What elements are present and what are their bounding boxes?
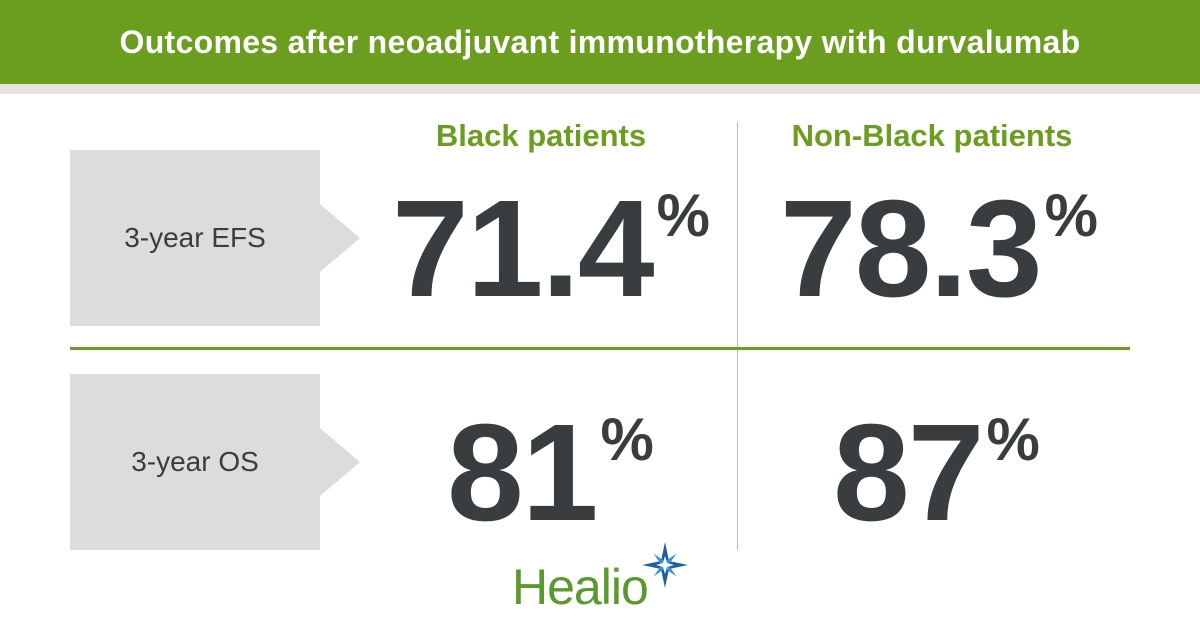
column-heading-black: Black patients xyxy=(435,118,647,153)
efs-black-number: 71.4 xyxy=(392,172,655,326)
os-black-number: 81 xyxy=(447,396,598,550)
row-label-os-text: 3-year OS xyxy=(131,446,259,477)
star-burst-icon xyxy=(641,542,688,588)
os-non-black-number: 87 xyxy=(833,396,984,550)
os-non-black-value: 87% xyxy=(833,404,1040,542)
header-divider xyxy=(0,84,1200,94)
os-black-value: 81% xyxy=(447,404,654,542)
logo-text: Healio xyxy=(512,559,649,615)
row-divider xyxy=(70,347,1130,350)
percent-sign: % xyxy=(656,182,710,249)
row-label-os: 3-year OS xyxy=(70,374,360,550)
efs-non-black-number: 78.3 xyxy=(780,172,1043,326)
column-divider xyxy=(737,122,738,550)
row-label-efs-text: 3-year EFS xyxy=(124,222,266,253)
percent-sign: % xyxy=(1044,182,1098,249)
page-title: Outcomes after neoadjuvant immunotherapy… xyxy=(119,23,1081,60)
efs-non-black-value: 78.3% xyxy=(780,180,1098,318)
percent-sign: % xyxy=(600,406,654,473)
efs-black-value: 71.4% xyxy=(392,180,710,318)
healio-logo: Healio xyxy=(512,540,690,612)
header-bar: Outcomes after neoadjuvant immunotherapy… xyxy=(0,0,1200,84)
column-heading-non-black: Non-Black patients xyxy=(791,118,1073,153)
row-label-efs: 3-year EFS xyxy=(70,150,360,326)
percent-sign: % xyxy=(986,406,1040,473)
